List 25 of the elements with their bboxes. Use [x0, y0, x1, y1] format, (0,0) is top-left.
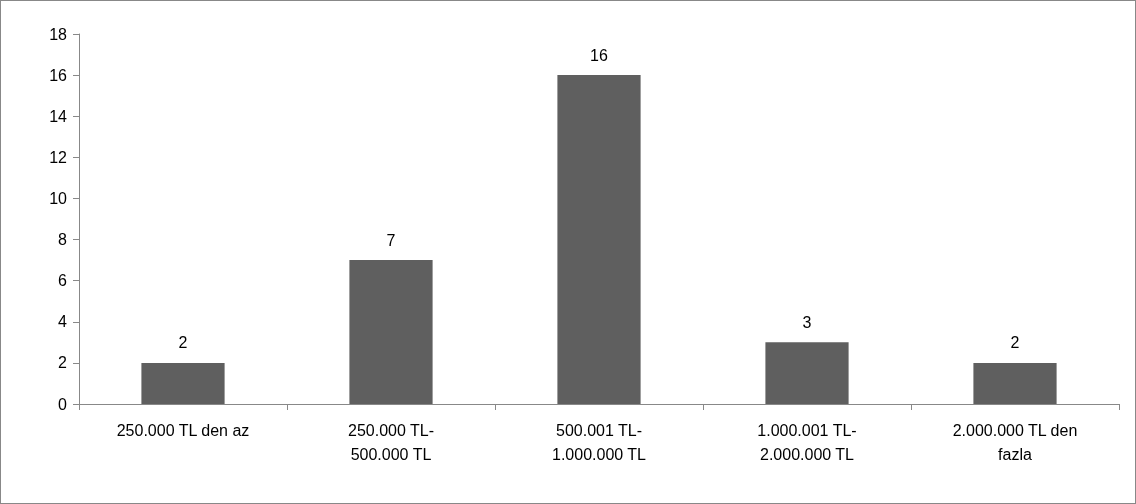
- data-label: 7: [386, 231, 396, 249]
- y-tick-label: 0: [58, 395, 68, 413]
- data-label: 3: [802, 313, 812, 331]
- y-tick-label: 16: [49, 66, 68, 84]
- bar: [765, 342, 849, 404]
- x-tick-label: 250.000 TL den az: [116, 421, 250, 439]
- y-tick-label: 4: [58, 313, 68, 331]
- y-tick-label: 14: [49, 107, 68, 125]
- data-label: 2: [178, 334, 188, 352]
- y-tick-label: 18: [49, 25, 68, 43]
- data-label: 16: [590, 46, 608, 64]
- bar: [141, 362, 225, 404]
- y-tick-label: 12: [49, 148, 68, 166]
- bar: [557, 75, 641, 404]
- bar: [973, 362, 1057, 404]
- y-tick-label: 10: [49, 189, 68, 207]
- data-label: 2: [1010, 334, 1020, 352]
- x-tick-label: 500.001 TL- 1.000.000 TL: [551, 421, 647, 463]
- y-tick-label: 6: [58, 272, 68, 290]
- y-tick-label: 8: [58, 231, 68, 249]
- x-tick-label: 2.000.000 TL den fazla: [952, 421, 1078, 463]
- bar: [349, 260, 433, 404]
- x-tick-label: 250.000 TL- 500.000 TL: [348, 421, 434, 463]
- x-tick-label: 1.000.001 TL- 2.000.000 TL: [757, 421, 857, 463]
- y-tick-label: 2: [58, 354, 68, 372]
